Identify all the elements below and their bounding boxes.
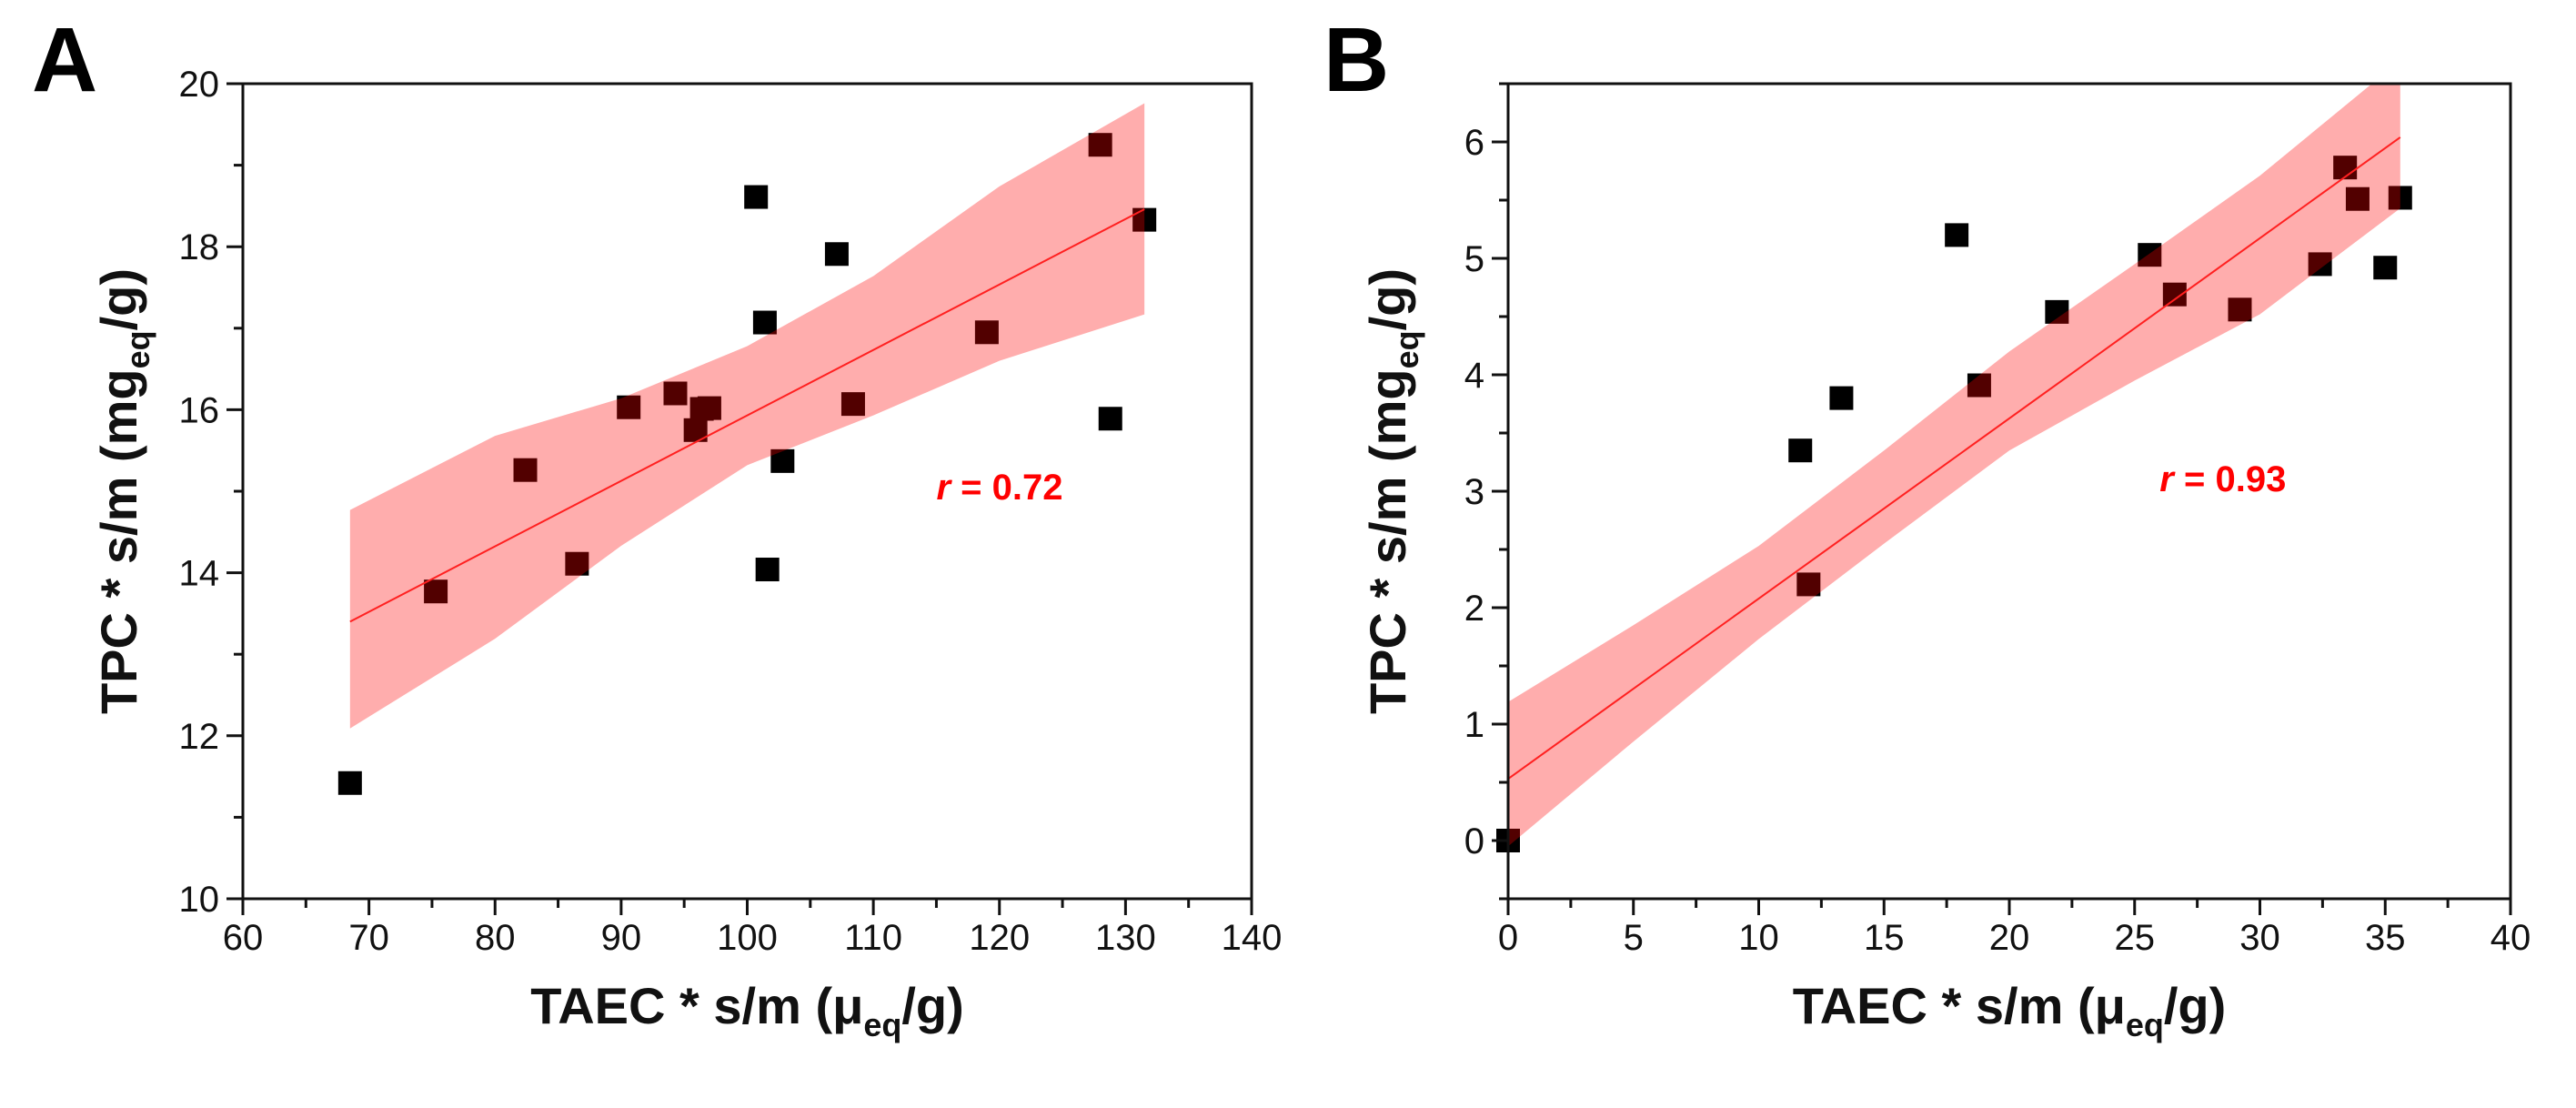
data-point — [840, 392, 865, 417]
data-point — [2308, 252, 2332, 277]
y-tick-label: 4 — [1464, 356, 1484, 396]
data-point — [1945, 223, 1969, 247]
x-axis-title-part: /g) — [901, 977, 963, 1034]
y-axis-title-part: /g) — [1359, 268, 1416, 330]
y-tick-label: 18 — [179, 227, 220, 267]
data-point — [1829, 386, 1854, 410]
y-tick-label: 1 — [1464, 705, 1484, 745]
y-axis-title-subscript: eq — [119, 330, 156, 368]
y-tick-label: 12 — [179, 717, 220, 757]
correlation-annotation: r = 0.72 — [936, 468, 1062, 508]
data-point — [617, 395, 641, 419]
y-tick-label: 16 — [179, 390, 220, 430]
y-tick-label: 5 — [1464, 239, 1484, 279]
data-point — [1098, 407, 1122, 431]
y-axis-title: TPC * s/m (mgeq/g) — [90, 268, 156, 714]
data-point — [337, 771, 362, 795]
x-tick-label: 15 — [1864, 918, 1905, 958]
x-tick-label: 20 — [1989, 918, 2030, 958]
x-tick-label: 120 — [969, 918, 1030, 958]
x-axis-title: TAEC * s/m (μeq/g) — [1793, 977, 2227, 1043]
r-value: = 0.93 — [2174, 459, 2286, 499]
fit-line — [349, 208, 1145, 623]
x-axis-title: TAEC * s/m (μeq/g) — [530, 977, 964, 1043]
x-tick-label: 90 — [601, 918, 642, 958]
r-symbol: r — [936, 468, 952, 508]
panel-letter-a: A — [32, 9, 97, 111]
x-tick-label: 140 — [1222, 918, 1283, 958]
data-point — [2138, 243, 2162, 267]
data-point — [752, 310, 777, 335]
panel-a: A 60 70 80 90 100 110 120 130 140 10 12 14 16 18 20 TAE… — [32, 9, 1282, 1043]
data-point — [1788, 438, 1813, 463]
correlation-annotation: r = 0.93 — [2159, 459, 2286, 499]
x-tick-label: 100 — [717, 918, 778, 958]
y-axis-title: TPC * s/m (mgeq/g) — [1359, 268, 1425, 714]
x-tick-label: 10 — [1738, 918, 1779, 958]
r-value: = 0.72 — [951, 468, 1062, 508]
x-axis-title-part: TAEC * s/m (μ — [1793, 977, 2126, 1034]
r-symbol: r — [2159, 459, 2176, 499]
x-tick-label: 80 — [475, 918, 516, 958]
x-tick-label: 5 — [1624, 918, 1644, 958]
x-axis-title-part: /g) — [2164, 977, 2226, 1034]
data-point — [2045, 299, 2069, 324]
data-point — [2373, 256, 2398, 280]
data-point — [424, 579, 448, 604]
data-point — [697, 396, 721, 420]
y-axis-title-subscript: eq — [1388, 330, 1425, 368]
y-axis-title-part: /g) — [90, 268, 147, 330]
x-tick-label: 25 — [2115, 918, 2156, 958]
y-tick-label: 6 — [1464, 123, 1484, 163]
data-point — [974, 320, 999, 345]
data-point — [744, 185, 769, 209]
x-tick-label: 40 — [2490, 918, 2531, 958]
data-point — [663, 381, 688, 406]
x-tick-label: 0 — [1498, 918, 1518, 958]
y-tick-label: 10 — [179, 880, 220, 920]
x-tick-label: 70 — [348, 918, 389, 958]
y-tick-label: 2 — [1464, 589, 1484, 629]
x-axis-title-part: TAEC * s/m (μ — [530, 977, 863, 1034]
data-point — [1796, 572, 1821, 597]
x-tick-label: 35 — [2365, 918, 2406, 958]
data-point — [755, 558, 780, 582]
data-point — [1088, 133, 1112, 157]
data-point — [1967, 373, 1991, 398]
x-tick-label: 130 — [1095, 918, 1156, 958]
x-tick-label: 60 — [223, 918, 264, 958]
y-tick-label: 3 — [1464, 472, 1484, 512]
data-point — [513, 458, 538, 482]
data-point — [565, 551, 589, 576]
y-tick-label: 14 — [179, 554, 220, 594]
y-axis-title-part: TPC * s/m (mg — [1359, 368, 1416, 714]
fit-line — [1507, 136, 2401, 780]
y-tick-label: 0 — [1464, 821, 1484, 861]
data-point — [2228, 297, 2252, 322]
x-tick-label: 30 — [2239, 918, 2280, 958]
data-point — [2388, 186, 2412, 210]
x-axis-title-subscript: eq — [863, 1006, 901, 1043]
data-point — [2345, 186, 2370, 211]
panel-letter-b: B — [1323, 9, 1389, 111]
y-tick-label: 20 — [179, 65, 220, 105]
x-tick-label: 110 — [844, 918, 902, 958]
confidence-band — [1508, 84, 2400, 847]
data-point — [2333, 156, 2358, 180]
data-point — [824, 242, 849, 267]
x-axis-title-subscript: eq — [2126, 1006, 2164, 1043]
y-axis-title-part: TPC * s/m (mg — [90, 368, 147, 714]
data-point — [770, 448, 795, 473]
data-point — [1132, 207, 1157, 232]
